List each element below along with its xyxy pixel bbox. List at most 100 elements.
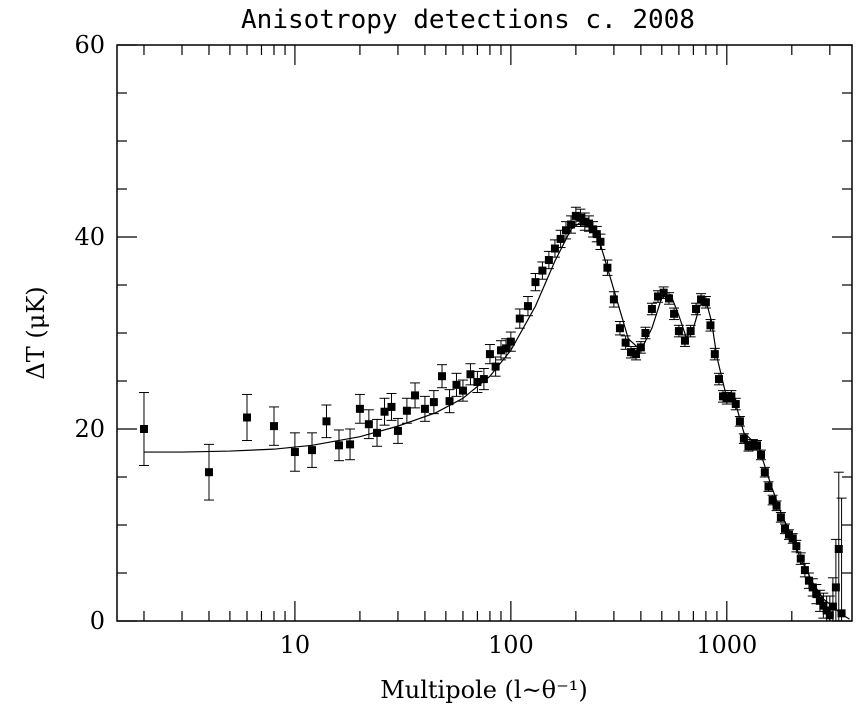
data-marker xyxy=(822,606,831,615)
data-marker xyxy=(691,305,700,313)
data-marker xyxy=(580,217,589,226)
data-marker xyxy=(334,441,343,450)
data-marker xyxy=(735,417,744,426)
y-tick-label: 40 xyxy=(74,223,105,251)
data-marker xyxy=(355,404,364,413)
data-point xyxy=(289,432,300,472)
data-point xyxy=(608,291,619,308)
data-point xyxy=(734,416,745,427)
data-point xyxy=(372,418,383,447)
data-marker xyxy=(561,226,570,235)
data-point xyxy=(640,326,651,340)
data-marker xyxy=(756,450,765,459)
data-point xyxy=(321,404,332,439)
data-point xyxy=(522,296,533,317)
data-marker xyxy=(544,256,553,265)
data-point xyxy=(530,272,541,292)
data-marker xyxy=(452,380,461,389)
data-point xyxy=(791,539,802,553)
data-point xyxy=(759,466,770,478)
data-marker xyxy=(674,327,683,336)
data-marker xyxy=(653,292,662,301)
data-marker xyxy=(584,219,593,228)
data-marker xyxy=(393,426,402,435)
data-marker xyxy=(828,602,837,611)
tick-labels: 0 20 40 60 10 100 1000 xyxy=(74,31,757,659)
x-tick-label: 10 xyxy=(280,631,311,659)
data-point xyxy=(570,206,581,226)
data-marker xyxy=(647,305,656,313)
data-point xyxy=(658,286,669,299)
data-marker xyxy=(139,425,148,433)
data-marker xyxy=(753,441,762,450)
data-point xyxy=(771,500,782,512)
data-marker xyxy=(748,440,757,449)
data-point xyxy=(537,261,548,280)
y-axis-label: ΔT (μK) xyxy=(22,286,50,379)
data-marker xyxy=(831,583,840,592)
data-marker xyxy=(445,397,454,406)
data-marker xyxy=(411,391,420,400)
data-point xyxy=(428,390,439,415)
data-marker xyxy=(686,327,695,336)
data-point xyxy=(472,370,483,394)
data-marker xyxy=(615,324,624,333)
data-point xyxy=(444,389,455,414)
data-marker xyxy=(819,601,828,610)
data-marker xyxy=(380,407,389,416)
data-point xyxy=(457,379,468,402)
data-marker xyxy=(825,611,834,620)
data-point xyxy=(138,392,149,466)
data-marker xyxy=(550,244,559,253)
data-marker xyxy=(670,309,679,318)
data-point xyxy=(484,344,495,365)
data-marker xyxy=(760,468,769,477)
data-point xyxy=(669,307,680,321)
data-point xyxy=(490,356,501,377)
data-point xyxy=(730,397,741,411)
data-marker xyxy=(502,344,511,353)
data-marker xyxy=(322,417,331,426)
data-marker xyxy=(710,350,719,359)
data-marker xyxy=(834,545,843,553)
data-point xyxy=(664,292,675,305)
data-point xyxy=(713,372,724,386)
data-marker xyxy=(632,350,641,359)
data-marker xyxy=(438,372,447,381)
axis-ticks xyxy=(117,44,852,622)
data-marker xyxy=(538,266,547,275)
data-point xyxy=(514,308,525,329)
data-point xyxy=(620,335,631,350)
data-marker xyxy=(387,402,396,411)
data-point xyxy=(755,449,766,461)
plot-frame xyxy=(116,44,853,622)
data-marker xyxy=(269,422,278,431)
data-marker xyxy=(204,468,213,477)
x-tick-label: 1000 xyxy=(696,631,757,659)
data-marker xyxy=(588,225,597,234)
data-point xyxy=(478,368,489,391)
data-marker xyxy=(429,398,438,407)
data-marker xyxy=(373,428,382,437)
data-point xyxy=(646,302,657,316)
data-point xyxy=(501,338,512,359)
data-marker xyxy=(308,446,317,455)
data-point xyxy=(203,443,214,501)
data-marker xyxy=(290,448,299,457)
data-marker xyxy=(796,554,805,563)
data-marker xyxy=(466,370,475,379)
data-point xyxy=(437,364,448,389)
data-marker xyxy=(603,263,612,272)
data-marker xyxy=(697,295,706,304)
data-marker xyxy=(776,513,785,522)
data-point xyxy=(775,512,786,523)
data-marker xyxy=(722,394,731,403)
data-marker xyxy=(744,442,753,451)
data-point xyxy=(410,382,421,409)
data-marker xyxy=(496,346,505,355)
data-point xyxy=(795,552,806,565)
data-point xyxy=(505,331,516,352)
data-marker xyxy=(780,524,789,533)
data-marker xyxy=(491,362,500,371)
